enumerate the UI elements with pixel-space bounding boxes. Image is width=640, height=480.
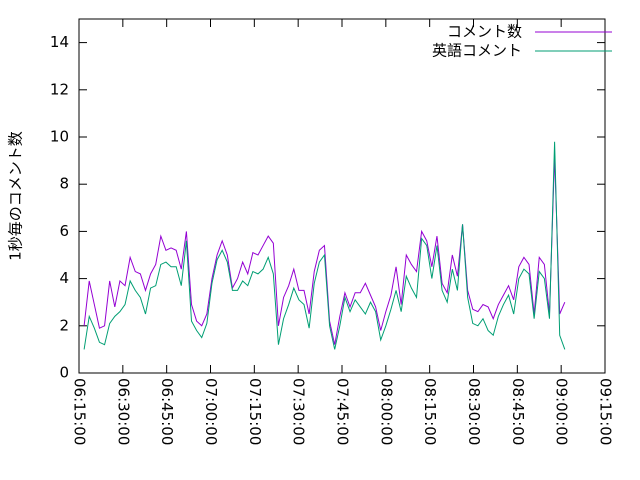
y-tick-label: 14 [50, 33, 69, 51]
x-tick-label: 07:15:00 [246, 378, 264, 445]
x-tick-label: 06:15:00 [71, 378, 89, 445]
y-tick-label: 4 [59, 269, 69, 287]
x-tick-label: 07:30:00 [290, 378, 308, 445]
y-axis-label: 1秒毎のコメント数 [7, 131, 25, 261]
x-tick-label: 08:30:00 [465, 378, 483, 445]
series-line [83, 155, 566, 345]
x-tick-label: 09:15:00 [597, 378, 615, 445]
series-line [83, 141, 566, 350]
y-tick-label: 10 [50, 128, 69, 146]
x-tick-label: 07:00:00 [202, 378, 220, 445]
y-tick-label: 8 [59, 175, 69, 193]
x-tick-label: 09:00:00 [553, 378, 571, 445]
legend-label: コメント数 [447, 23, 522, 41]
x-tick-label: 07:45:00 [334, 378, 352, 445]
y-tick-label: 6 [59, 222, 69, 240]
x-tick-label: 06:45:00 [158, 378, 176, 445]
y-tick-label: 12 [50, 80, 69, 98]
x-tick-label: 08:15:00 [421, 378, 439, 445]
x-tick-label: 06:30:00 [114, 378, 132, 445]
y-tick-label: 0 [59, 364, 69, 382]
legend-label: 英語コメント [432, 42, 522, 60]
plot-frame [78, 18, 606, 374]
x-tick-label: 08:45:00 [509, 378, 527, 445]
x-tick-label: 08:00:00 [377, 378, 395, 445]
y-tick-label: 2 [59, 316, 69, 334]
